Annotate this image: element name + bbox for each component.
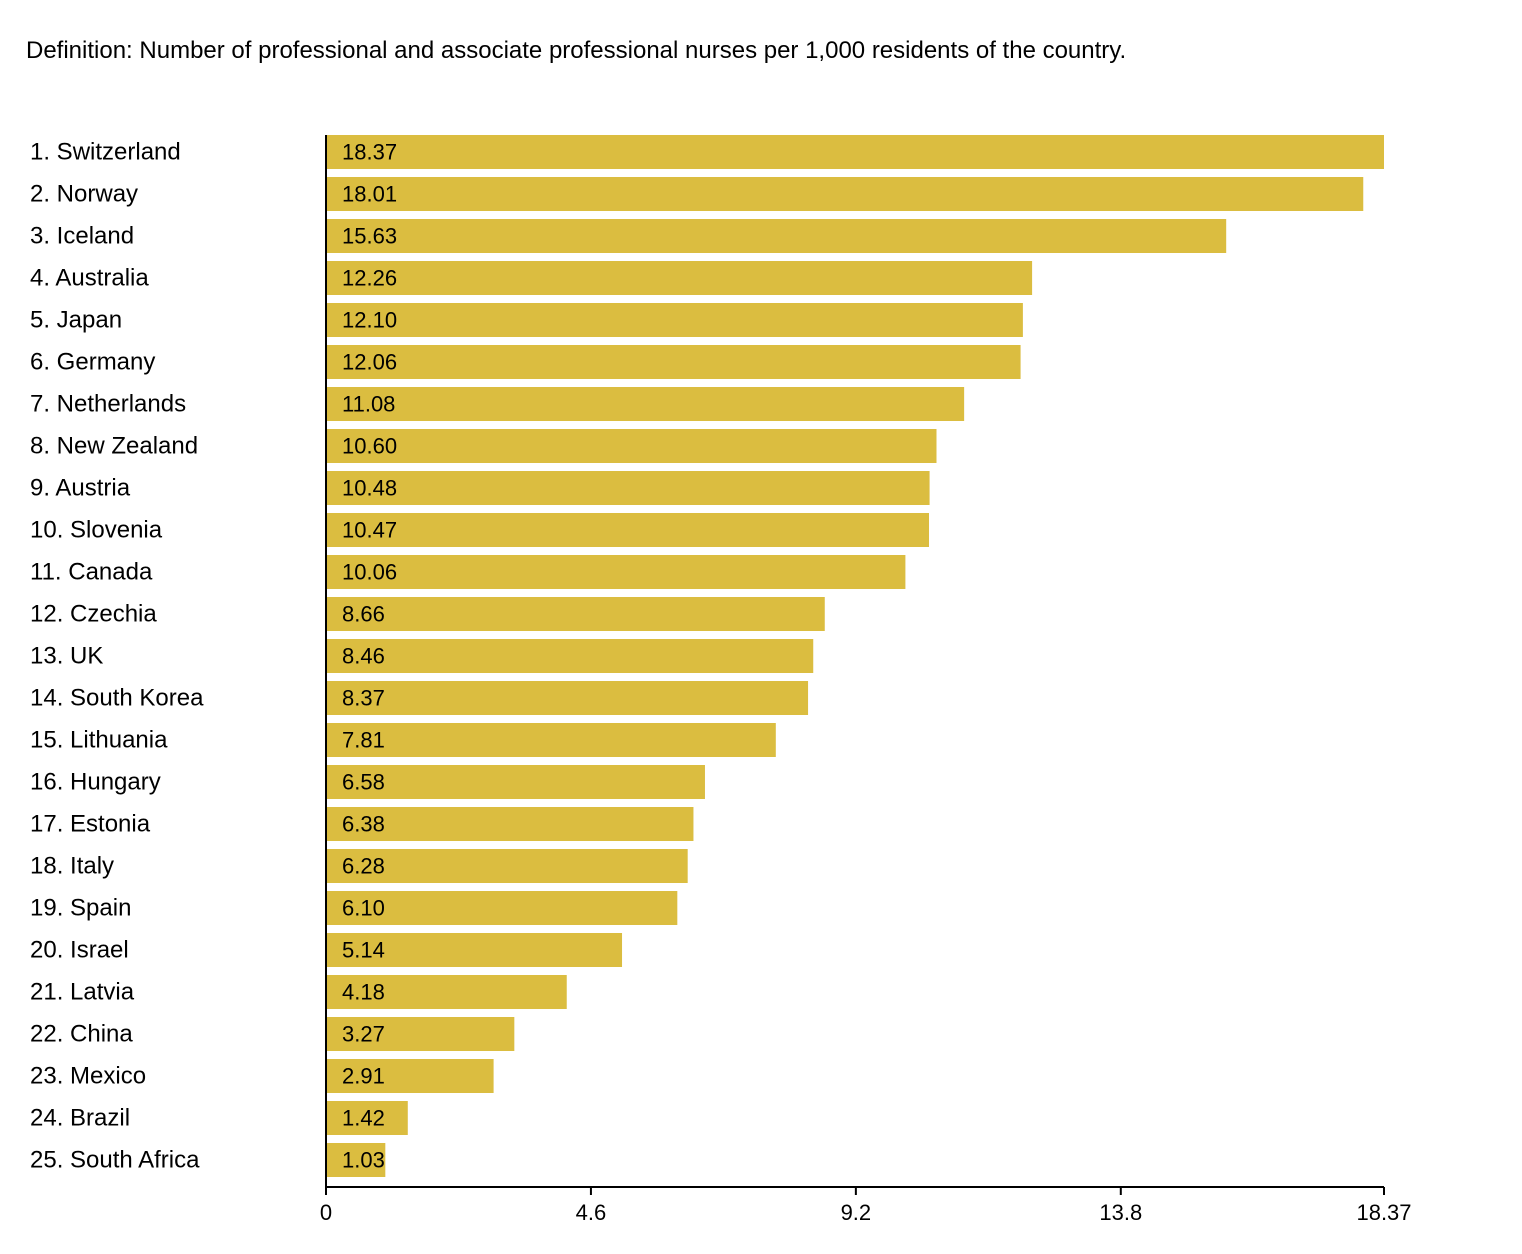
bar-value-label: 6.38	[342, 812, 385, 837]
bar-value-label: 3.27	[342, 1022, 385, 1047]
category-label: 16. Hungary	[30, 769, 161, 796]
bar-value-label: 12.26	[342, 266, 397, 291]
bar	[326, 1143, 386, 1177]
category-label: 11. Canada	[30, 559, 153, 586]
bar	[326, 1059, 494, 1093]
bar-value-label: 8.37	[342, 686, 385, 711]
bar-value-label: 6.10	[342, 896, 385, 921]
bar	[326, 345, 1021, 379]
category-label: 3. Iceland	[30, 223, 134, 250]
bar-value-label: 6.28	[342, 854, 385, 879]
bars-group: 18.37 18.01 15.63 12.26 12.10 12.06 11.08 10.60…	[326, 135, 1384, 1177]
category-label: 24. Brazil	[30, 1105, 130, 1132]
x-tick-label: 4.6	[576, 1200, 607, 1225]
bar-value-label: 5.14	[342, 938, 385, 963]
bar	[326, 891, 678, 925]
bar-value-label: 18.01	[342, 182, 397, 207]
bar	[326, 807, 694, 841]
bar	[326, 135, 1384, 169]
bar-value-label: 11.08	[342, 392, 395, 417]
bar	[326, 219, 1227, 253]
category-label: 23. Mexico	[30, 1063, 146, 1090]
bar	[326, 723, 776, 757]
bar-value-label: 7.81	[342, 728, 385, 753]
bar-value-label: 1.03	[342, 1148, 385, 1173]
bar-value-label: 8.46	[342, 644, 385, 669]
category-labels-group: 1. Switzerland 2. Norway 3. Iceland 4. Aust…	[30, 139, 204, 1174]
bar-value-label: 10.48	[342, 476, 397, 501]
category-label: 10. Slovenia	[30, 517, 163, 544]
bar	[326, 177, 1364, 211]
bar-value-label: 4.18	[342, 980, 385, 1005]
x-axis: 0 4.6 9.2 13.8 18.37	[320, 135, 1412, 1225]
bar-value-label: 10.60	[342, 434, 397, 459]
bar	[326, 513, 930, 547]
bar-value-label: 10.47	[342, 518, 397, 543]
category-label: 22. China	[30, 1021, 133, 1048]
bar	[326, 765, 705, 799]
bar	[326, 849, 688, 883]
bar	[326, 303, 1023, 337]
x-tick-label: 13.8	[1099, 1200, 1142, 1225]
bar-value-label: 15.63	[342, 224, 397, 249]
bar-value-label: 12.10	[342, 308, 397, 333]
category-label: 21. Latvia	[30, 979, 135, 1006]
category-label: 9. Austria	[30, 475, 131, 502]
category-label: 8. New Zealand	[30, 433, 198, 460]
category-label: 12. Czechia	[30, 601, 157, 628]
bar-value-label: 8.66	[342, 602, 385, 627]
bar	[326, 1017, 515, 1051]
x-tick-label: 18.37	[1356, 1200, 1411, 1225]
bar	[326, 681, 809, 715]
bar	[326, 261, 1033, 295]
category-label: 14. South Korea	[30, 685, 204, 712]
bar-value-label: 12.06	[342, 350, 397, 375]
category-label: 20. Israel	[30, 937, 129, 964]
category-label: 13. UK	[30, 643, 103, 670]
category-label: 19. Spain	[30, 895, 131, 922]
bar-value-label: 10.06	[342, 560, 397, 585]
category-label: 5. Japan	[30, 307, 122, 334]
category-label: 1. Switzerland	[30, 139, 181, 166]
bar-value-label: 6.58	[342, 770, 385, 795]
category-label: 25. South Africa	[30, 1147, 200, 1174]
bar-value-label: 1.42	[342, 1106, 385, 1131]
chart-definition: Definition: Number of professional and a…	[26, 37, 1127, 64]
bar	[326, 387, 965, 421]
x-tick-label: 0	[320, 1200, 332, 1225]
category-label: 4. Australia	[30, 265, 149, 292]
category-label: 17. Estonia	[30, 811, 151, 838]
category-label: 6. Germany	[30, 349, 155, 376]
bar	[326, 555, 906, 589]
bar-value-label: 18.37	[342, 140, 397, 165]
bar	[326, 471, 930, 505]
category-label: 15. Lithuania	[30, 727, 168, 754]
bar	[326, 1101, 408, 1135]
category-label: 2. Norway	[30, 181, 138, 208]
category-label: 18. Italy	[30, 853, 114, 880]
bar	[326, 933, 623, 967]
bar	[326, 429, 937, 463]
bar	[326, 975, 567, 1009]
bar	[326, 639, 814, 673]
category-label: 7. Netherlands	[30, 391, 186, 418]
bar-value-label: 2.91	[342, 1064, 385, 1089]
bar	[326, 597, 825, 631]
x-tick-label: 9.2	[841, 1200, 872, 1225]
